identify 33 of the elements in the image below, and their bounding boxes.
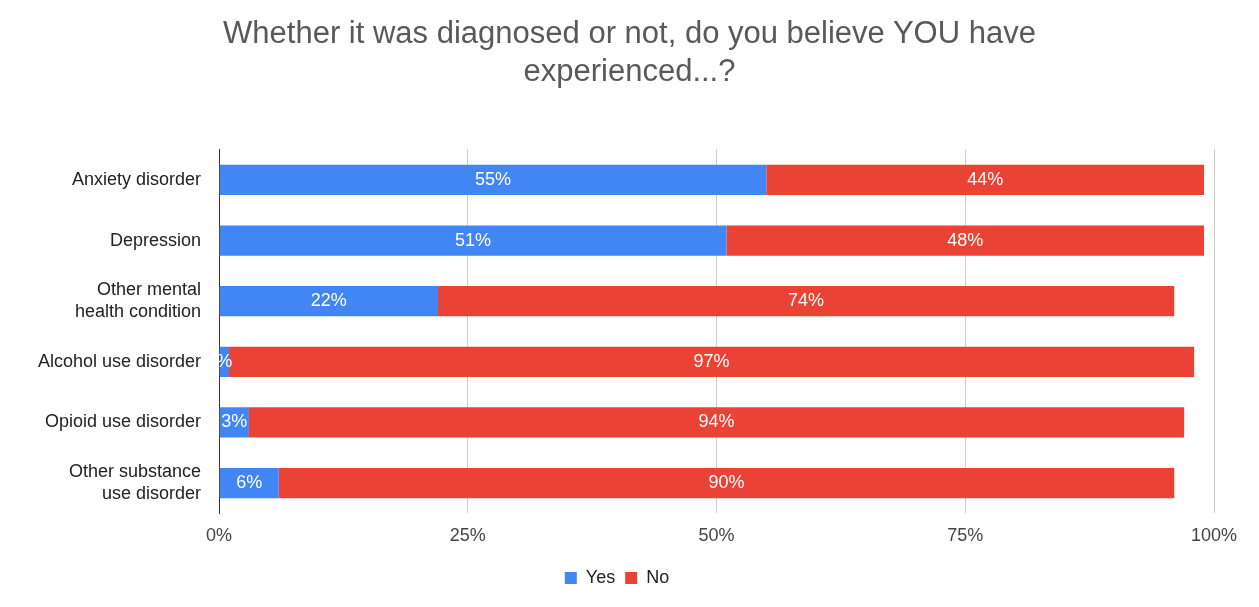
data-label: 3% (221, 411, 248, 432)
bar (278, 467, 1175, 499)
bar (219, 164, 767, 196)
data-label: 74% (788, 290, 825, 311)
x-tick-label: 100% (1190, 525, 1238, 546)
chart-title: Whether it was diagnosed or not, do you believe YOU have experienced...? (222, 14, 1037, 90)
data-label: 48% (947, 229, 984, 250)
data-label: 90% (708, 472, 745, 493)
y-tick-label: Other substance use disorder (69, 461, 202, 503)
x-tick-label: 50% (698, 525, 735, 546)
data-label: 22% (310, 290, 347, 311)
bar (248, 407, 1185, 438)
bar (726, 225, 1205, 256)
data-label: 94% (698, 411, 735, 432)
bar (219, 225, 727, 256)
x-tick-label: 0% (206, 525, 233, 546)
y-tick-label: Opioid use disorder (45, 411, 202, 432)
y-tick-label: Alcohol use disorder (38, 350, 202, 371)
legend-label: Yes (585, 566, 616, 587)
y-tick-label: Anxiety disorder (72, 168, 202, 189)
bar (766, 164, 1205, 196)
y-tick-label: Depression (110, 229, 202, 250)
x-tick-label: 25% (449, 525, 486, 546)
x-tick-label: 75% (947, 525, 984, 546)
bar (437, 286, 1175, 317)
data-label: 55% (474, 168, 511, 189)
data-label: 51% (455, 229, 492, 250)
legend-label: No (646, 566, 670, 587)
bar (219, 286, 438, 317)
data-label: 44% (967, 168, 1004, 189)
data-label: 6% (236, 472, 263, 493)
data-label: 97% (693, 350, 730, 371)
y-tick-label: Other mental health condition (74, 279, 202, 321)
